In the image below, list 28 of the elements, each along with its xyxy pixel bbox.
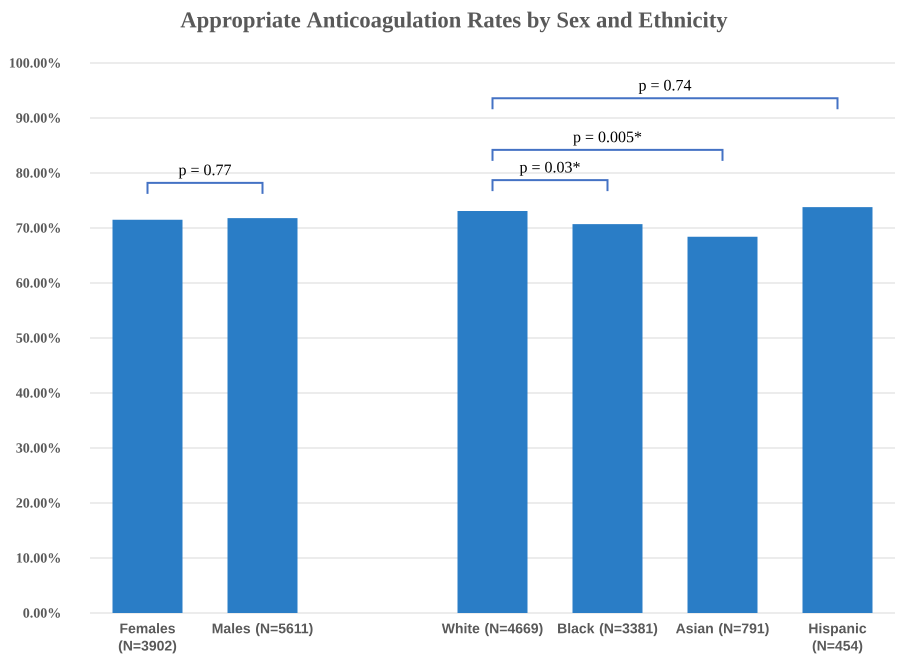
annotation: p = 0.74 bbox=[638, 80, 692, 94]
bar bbox=[572, 224, 642, 613]
y-tick-label: 80.00% bbox=[16, 168, 60, 178]
x-tick-label: Females (N=3902) bbox=[118, 623, 176, 654]
y-tick-label: 60.00% bbox=[16, 278, 60, 288]
annotation: p = 0.005* bbox=[573, 131, 642, 146]
y-tick-label: 70.00% bbox=[16, 223, 60, 233]
y-tick-label: 30.00% bbox=[16, 443, 60, 453]
bar bbox=[802, 207, 872, 613]
annotation: p = 0.03* bbox=[520, 162, 580, 176]
x-tick-label: White (N=4669) bbox=[442, 623, 543, 636]
annotation: p = 0.77 bbox=[178, 164, 232, 179]
chart-title: Appropriate Anticoagulation Rates by Sex and Ethnicity bbox=[180, 12, 728, 32]
bar bbox=[688, 236, 758, 613]
y-tick-label: 20.00% bbox=[16, 498, 60, 508]
bar bbox=[228, 218, 298, 613]
x-tick-label: Black (N=3381) bbox=[558, 623, 658, 636]
y-tick-label: 50.00% bbox=[16, 333, 60, 343]
y-tick-label: 90.00% bbox=[16, 113, 60, 123]
y-tick-label: 100.00% bbox=[10, 58, 60, 68]
x-tick-label: Hispanic (N=454) bbox=[809, 623, 866, 654]
bar bbox=[112, 220, 183, 613]
y-tick-label: 40.00% bbox=[16, 388, 60, 398]
bar bbox=[458, 210, 528, 613]
y-tick-label: 0.00% bbox=[23, 608, 60, 618]
x-tick-label: Asian (N=791) bbox=[676, 623, 769, 636]
x-tick-label: Males (N=5611) bbox=[212, 623, 313, 636]
y-tick-label: 10.00% bbox=[16, 553, 60, 563]
